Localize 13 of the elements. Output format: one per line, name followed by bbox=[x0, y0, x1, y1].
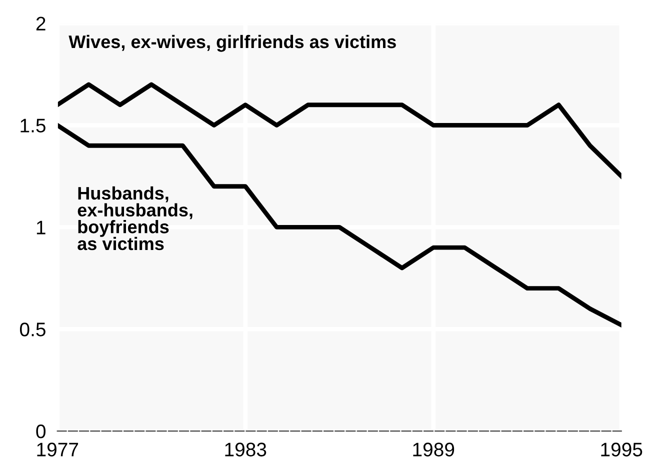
y-tick-label: 2 bbox=[36, 16, 46, 30]
line-series bbox=[57, 82, 622, 178]
x-tick-label: 1983 bbox=[225, 442, 266, 456]
line-series bbox=[57, 123, 622, 328]
y-tick-label: 0 bbox=[36, 424, 46, 438]
x-tick-label: 1995 bbox=[601, 442, 642, 456]
series-label: Husbands, ex-husbands, boyfriends as victims bbox=[78, 186, 192, 250]
y-tick-label: 1 bbox=[36, 220, 46, 234]
x-tick-label: 1977 bbox=[37, 442, 78, 456]
y-tick-label: 1.5 bbox=[20, 118, 46, 132]
text: Wives, ex-wives, girlfriends as victims bbox=[68, 34, 396, 52]
x-tick-label: 1989 bbox=[413, 442, 454, 456]
y-tick-label: 0.5 bbox=[20, 322, 46, 336]
